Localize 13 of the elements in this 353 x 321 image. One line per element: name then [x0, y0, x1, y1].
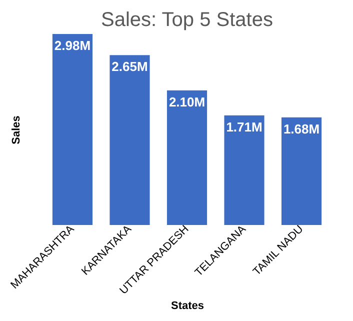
- y-axis-title: Sales: [10, 116, 22, 144]
- data-label: 1.68M: [283, 121, 320, 136]
- bar: [166, 90, 208, 225]
- data-label: 1.71M: [226, 119, 262, 134]
- bar: [52, 34, 93, 225]
- x-axis-title: States: [170, 300, 204, 312]
- bar: [224, 115, 264, 225]
- bar: [110, 55, 150, 225]
- data-label: 2.10M: [168, 94, 206, 110]
- data-label: 2.98M: [54, 38, 91, 53]
- chart-title: Sales: Top 5 States: [101, 9, 273, 31]
- data-label: 2.65M: [112, 59, 148, 74]
- bar: [281, 117, 322, 225]
